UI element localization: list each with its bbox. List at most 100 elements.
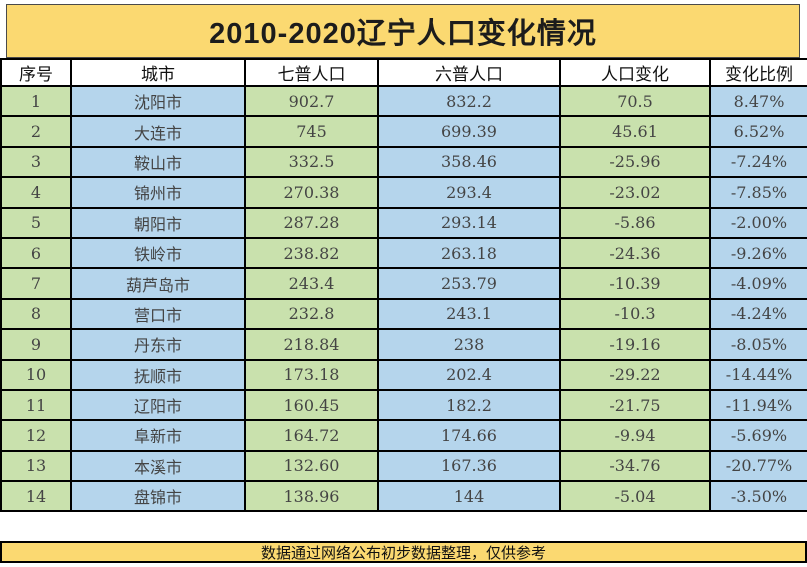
table-row: 6 铁岭市 238.82 263.18 -24.36 -9.26% [0, 236, 807, 270]
change-cell: -5.04 [559, 480, 711, 513]
change-cell: -9.94 [559, 419, 711, 452]
serial-cell: 5 [0, 206, 72, 239]
change-cell: -21.75 [559, 388, 711, 422]
change-cell: -34.76 [559, 449, 711, 483]
serial-cell: 8 [0, 297, 72, 331]
table-row: 14 盘锦市 138.96 144 -5.04 -3.50% [0, 480, 807, 513]
census7-cell: 160.45 [244, 388, 379, 422]
census7-cell: 243.4 [244, 267, 379, 300]
serial-cell: 11 [0, 388, 72, 422]
census6-cell: 253.79 [377, 267, 561, 300]
table-row: 4 锦州市 270.38 293.4 -23.02 -7.85% [0, 176, 807, 209]
serial-cell: 3 [0, 145, 72, 179]
census7-cell: 332.5 [244, 145, 379, 179]
column-header-city: 城市 [70, 58, 246, 87]
ratio-cell: -2.00% [709, 206, 807, 239]
ratio-cell: -9.26% [709, 236, 807, 270]
ratio-cell: -4.09% [709, 267, 807, 300]
column-header-change: 人口变化 [559, 58, 711, 87]
census6-cell: 243.1 [377, 297, 561, 331]
city-cell: 盘锦市 [70, 480, 246, 513]
column-header-census6: 六普人口 [377, 58, 561, 87]
change-cell: 45.61 [559, 115, 711, 148]
census6-cell: 144 [377, 480, 561, 513]
table-row: 7 葫芦岛市 243.4 253.79 -10.39 -4.09% [0, 267, 807, 300]
change-cell: -5.86 [559, 206, 711, 239]
table-row: 10 抚顺市 173.18 202.4 -29.22 -14.44% [0, 358, 807, 391]
city-cell: 本溪市 [70, 449, 246, 483]
serial-cell: 13 [0, 449, 72, 483]
census7-cell: 287.28 [244, 206, 379, 239]
page-title: 2010-2020辽宁人口变化情况 [209, 18, 597, 50]
ratio-cell: -8.05% [709, 328, 807, 361]
city-cell: 阜新市 [70, 419, 246, 452]
census7-cell: 232.8 [244, 297, 379, 331]
census6-cell: 358.46 [377, 145, 561, 179]
city-cell: 丹东市 [70, 328, 246, 361]
ratio-cell: -3.50% [709, 480, 807, 513]
change-cell: -10.39 [559, 267, 711, 300]
title-banner: 2010-2020辽宁人口变化情况 [6, 4, 800, 58]
column-header-serial: 序号 [0, 58, 72, 87]
change-cell: -24.36 [559, 236, 711, 270]
footer-banner: 数据通过网络公布初步数据整理，仅供参考 [0, 541, 807, 563]
ratio-cell: -4.24% [709, 297, 807, 331]
serial-cell: 14 [0, 480, 72, 513]
census7-cell: 132.60 [244, 449, 379, 483]
serial-cell: 9 [0, 328, 72, 361]
header-row: 序号 城市 七普人口 六普人口 人口变化 变化比例 [0, 58, 807, 87]
census6-cell: 832.2 [377, 84, 561, 118]
table-row: 1 沈阳市 902.7 832.2 70.5 8.47% [0, 84, 807, 118]
ratio-cell: 8.47% [709, 84, 807, 118]
serial-cell: 2 [0, 115, 72, 148]
table-row: 9 丹东市 218.84 238 -19.16 -8.05% [0, 328, 807, 361]
change-cell: -19.16 [559, 328, 711, 361]
census7-cell: 238.82 [244, 236, 379, 270]
ratio-cell: -7.24% [709, 145, 807, 179]
census7-cell: 164.72 [244, 419, 379, 452]
ratio-cell: -14.44% [709, 358, 807, 391]
serial-cell: 4 [0, 176, 72, 209]
column-header-census7: 七普人口 [244, 58, 379, 87]
census7-cell: 173.18 [244, 358, 379, 391]
table-body: 1 沈阳市 902.7 832.2 70.5 8.47% 2 大连市 745 699.39 45.6… [0, 84, 807, 513]
table-header: 序号 城市 七普人口 六普人口 人口变化 变化比例 [0, 58, 807, 87]
table-row: 2 大连市 745 699.39 45.61 6.52% [0, 115, 807, 148]
census6-cell: 167.36 [377, 449, 561, 483]
census6-cell: 174.66 [377, 419, 561, 452]
footer-note: 数据通过网络公布初步数据整理，仅供参考 [260, 543, 546, 562]
city-cell: 鞍山市 [70, 145, 246, 179]
census6-cell: 182.2 [377, 388, 561, 422]
city-cell: 朝阳市 [70, 206, 246, 239]
population-table: 序号 城市 七普人口 六普人口 人口变化 变化比例 1 沈阳市 902.7 832.2… [0, 58, 807, 513]
census6-cell: 202.4 [377, 358, 561, 391]
ratio-cell: -5.69% [709, 419, 807, 452]
table-row: 11 辽阳市 160.45 182.2 -21.75 -11.94% [0, 388, 807, 422]
city-cell: 营口市 [70, 297, 246, 331]
change-cell: -23.02 [559, 176, 711, 209]
city-cell: 大连市 [70, 115, 246, 148]
census7-cell: 902.7 [244, 84, 379, 118]
ratio-cell: 6.52% [709, 115, 807, 148]
serial-cell: 7 [0, 267, 72, 300]
city-cell: 抚顺市 [70, 358, 246, 391]
change-cell: -10.3 [559, 297, 711, 331]
census7-cell: 745 [244, 115, 379, 148]
census7-cell: 138.96 [244, 480, 379, 513]
ratio-cell: -7.85% [709, 176, 807, 209]
serial-cell: 12 [0, 419, 72, 452]
serial-cell: 6 [0, 236, 72, 270]
city-cell: 沈阳市 [70, 84, 246, 118]
census6-cell: 263.18 [377, 236, 561, 270]
census6-cell: 238 [377, 328, 561, 361]
city-cell: 铁岭市 [70, 236, 246, 270]
table-row: 13 本溪市 132.60 167.36 -34.76 -20.77% [0, 449, 807, 483]
ratio-cell: -20.77% [709, 449, 807, 483]
change-cell: 70.5 [559, 84, 711, 118]
table-row: 3 鞍山市 332.5 358.46 -25.96 -7.24% [0, 145, 807, 179]
serial-cell: 1 [0, 84, 72, 118]
census7-cell: 270.38 [244, 176, 379, 209]
change-cell: -25.96 [559, 145, 711, 179]
city-cell: 锦州市 [70, 176, 246, 209]
census6-cell: 293.14 [377, 206, 561, 239]
